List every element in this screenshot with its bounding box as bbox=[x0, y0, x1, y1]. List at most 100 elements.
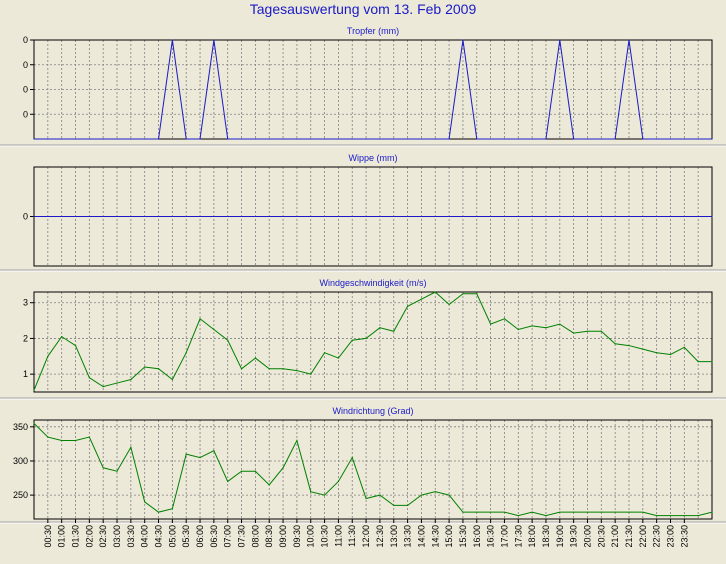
data-point bbox=[503, 511, 506, 513]
data-point bbox=[545, 514, 547, 517]
data-point bbox=[74, 439, 77, 442]
x-tick-label: 19:00 bbox=[555, 525, 565, 548]
data-point bbox=[61, 336, 63, 338]
data-point bbox=[282, 467, 284, 469]
data-point bbox=[213, 328, 215, 331]
data-point bbox=[379, 138, 381, 140]
data-point bbox=[393, 138, 395, 140]
data-point bbox=[240, 368, 243, 370]
data-point bbox=[490, 138, 492, 140]
x-tick-label: 08:00 bbox=[250, 525, 260, 548]
data-point bbox=[517, 138, 519, 140]
data-point bbox=[697, 361, 699, 363]
data-point bbox=[711, 138, 713, 140]
data-point bbox=[199, 456, 201, 459]
data-point bbox=[310, 491, 312, 493]
plot-frame bbox=[33, 291, 713, 393]
y-tick-label: 0 bbox=[23, 109, 28, 119]
data-point bbox=[393, 330, 395, 332]
data-point bbox=[448, 138, 450, 140]
data-point bbox=[711, 361, 713, 363]
data-point bbox=[476, 511, 478, 513]
x-tick-label: 12:30 bbox=[375, 525, 385, 548]
data-point bbox=[323, 494, 326, 496]
data-point bbox=[365, 497, 367, 500]
data-point bbox=[227, 339, 229, 341]
data-point bbox=[628, 39, 630, 41]
data-point bbox=[254, 357, 256, 359]
plot-area bbox=[34, 420, 712, 519]
x-tick-label: 16:00 bbox=[472, 525, 482, 548]
chart-title: Tropfer (mm) bbox=[347, 26, 399, 36]
x-tick-label: 08:30 bbox=[264, 525, 274, 548]
data-point bbox=[628, 511, 630, 513]
x-tick-label: 01:00 bbox=[57, 525, 67, 548]
series-line bbox=[33, 291, 712, 391]
data-point bbox=[351, 456, 353, 459]
data-point bbox=[559, 39, 561, 41]
data-point bbox=[406, 138, 409, 140]
data-point bbox=[656, 138, 658, 140]
data-point bbox=[116, 138, 118, 140]
data-point bbox=[351, 339, 353, 341]
data-point bbox=[379, 327, 381, 329]
data-point bbox=[337, 357, 340, 359]
data-point bbox=[130, 446, 132, 448]
data-point bbox=[600, 138, 602, 140]
data-point bbox=[74, 138, 77, 140]
data-point bbox=[268, 368, 270, 370]
x-tick-label: 17:30 bbox=[513, 525, 523, 548]
x-tick-label: 07:30 bbox=[237, 525, 247, 548]
data-point bbox=[434, 138, 436, 140]
plot-frame bbox=[33, 419, 713, 520]
data-point bbox=[614, 343, 616, 345]
data-point bbox=[337, 138, 340, 140]
y-tick-label: 0 bbox=[23, 60, 28, 70]
data-point bbox=[157, 368, 160, 370]
x-tick-label: 23:30 bbox=[679, 525, 689, 548]
data-point bbox=[476, 138, 478, 140]
data-point bbox=[61, 138, 63, 140]
x-tick-label: 21:30 bbox=[624, 525, 634, 548]
data-point bbox=[323, 138, 326, 140]
x-tick-label: 21:00 bbox=[610, 525, 620, 548]
y-tick-label: 3 bbox=[23, 298, 28, 308]
data-point bbox=[614, 138, 616, 140]
plot-area bbox=[34, 292, 712, 392]
data-point bbox=[116, 382, 118, 384]
data-point bbox=[448, 494, 450, 496]
data-point bbox=[683, 514, 685, 517]
y-tick-label: 350 bbox=[13, 422, 28, 432]
data-point bbox=[434, 491, 436, 493]
data-point bbox=[199, 138, 201, 140]
chart-panel-3: Windgeschwindigkeit (m/s) 1 2 3 bbox=[0, 278, 726, 400]
data-point bbox=[393, 504, 395, 506]
y-tick-label: 0 bbox=[23, 85, 28, 95]
data-point bbox=[88, 377, 90, 379]
data-point bbox=[88, 436, 90, 438]
data-point bbox=[310, 373, 312, 375]
data-point bbox=[420, 298, 423, 300]
x-tick-label: 22:00 bbox=[638, 525, 648, 548]
data-point bbox=[282, 368, 284, 370]
data-point bbox=[642, 348, 644, 350]
data-point bbox=[545, 138, 547, 140]
y-tick-label: 2 bbox=[23, 333, 28, 343]
data-point bbox=[406, 305, 409, 307]
data-point bbox=[254, 470, 256, 472]
chart-panel-4: Windrichtung (Grad) 250 300 350 bbox=[0, 406, 726, 524]
data-point bbox=[531, 138, 533, 140]
x-tick-label: 06:00 bbox=[195, 525, 205, 548]
x-tick-label: 03:30 bbox=[126, 525, 136, 548]
data-point bbox=[531, 511, 533, 513]
x-tick-label: 20:30 bbox=[596, 525, 606, 548]
x-tick-label: 11:30 bbox=[347, 525, 357, 547]
data-point bbox=[559, 323, 561, 325]
x-tick-label: 10:00 bbox=[306, 525, 316, 548]
data-point bbox=[697, 138, 699, 140]
data-point bbox=[282, 138, 284, 140]
data-point bbox=[33, 215, 35, 218]
x-tick-label: 20:00 bbox=[582, 525, 592, 548]
x-tick-label: 11:00 bbox=[333, 525, 343, 547]
